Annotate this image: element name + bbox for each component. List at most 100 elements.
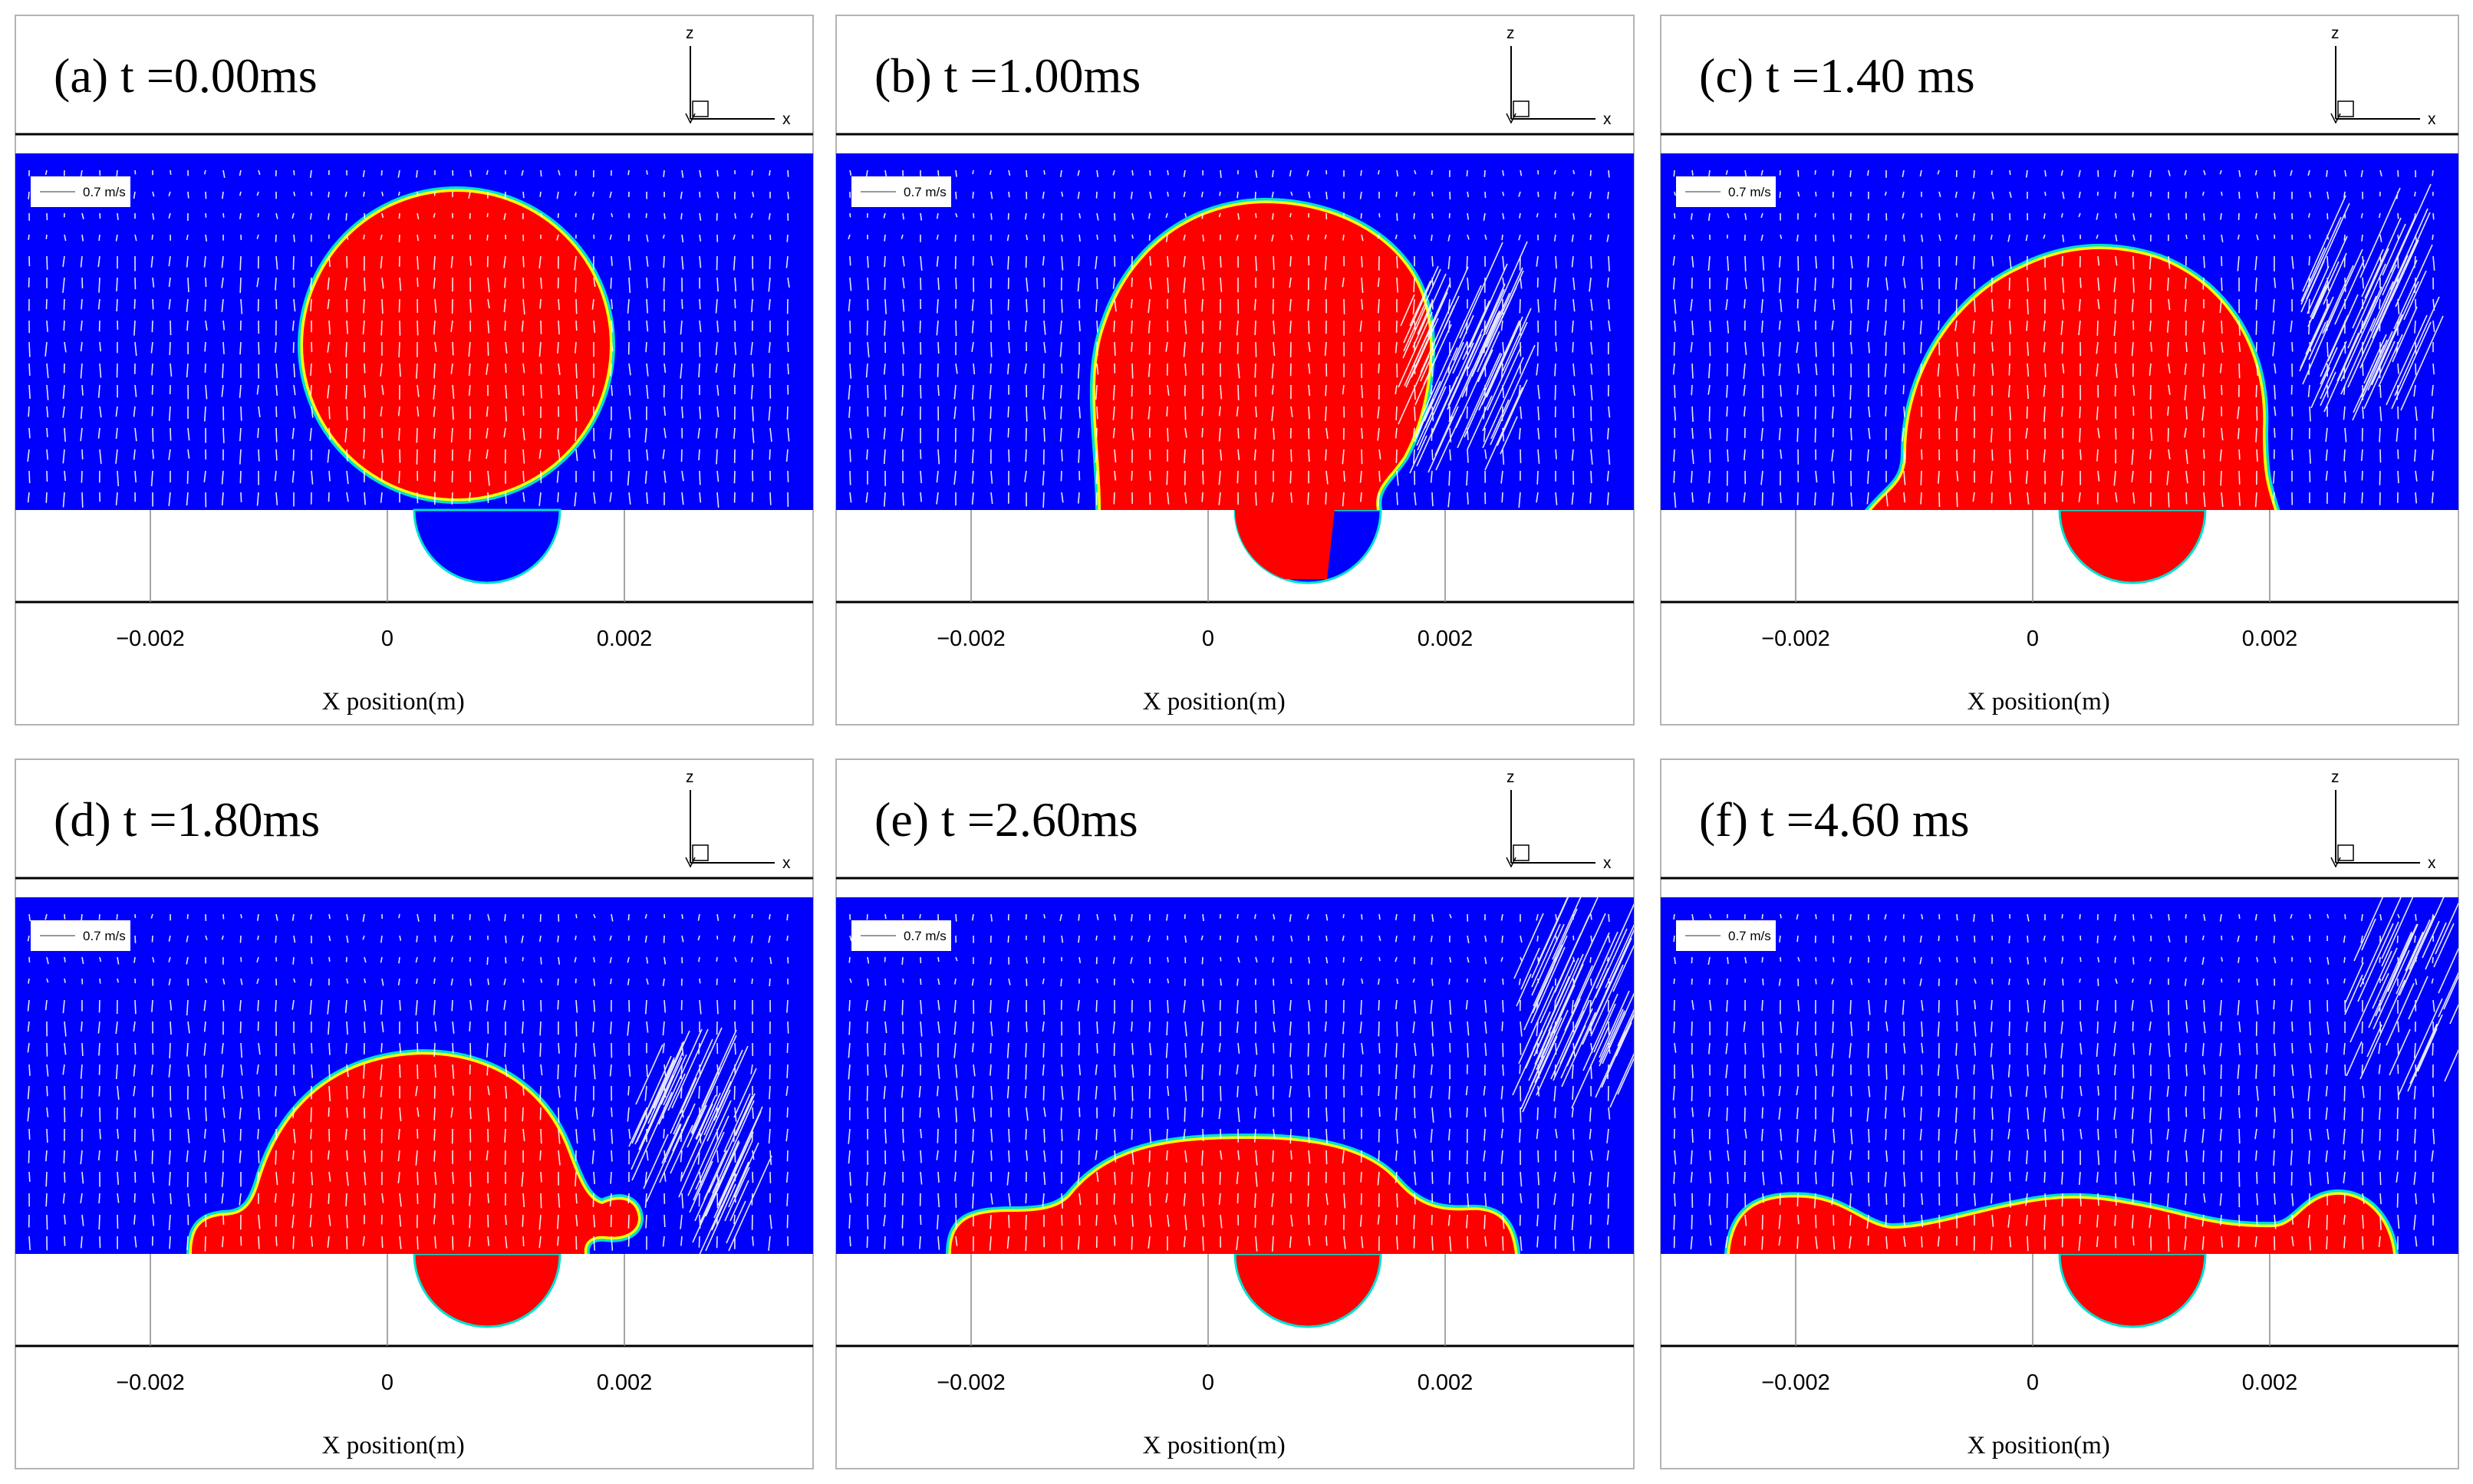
axis-triad: zx	[1506, 768, 1612, 872]
triad-z-label: z	[1507, 25, 1515, 42]
velocity-legend: 0.7 m/s	[31, 920, 130, 951]
velocity-legend: 0.7 m/s	[851, 920, 951, 951]
triad-z-label: z	[686, 25, 694, 42]
droplet	[1730, 1194, 2393, 1254]
velocity-field	[27, 913, 789, 1254]
x-tick-label: 0.002	[597, 627, 653, 651]
triad-origin-box	[692, 100, 709, 117]
droplet	[192, 1055, 638, 1254]
x-tick-label: 0	[1202, 627, 1214, 651]
triad-origin-box	[2337, 844, 2354, 861]
legend-label: 0.7 m/s	[83, 185, 126, 199]
x-tick-label: −0.002	[1761, 1370, 1830, 1395]
triad-x-label: x	[782, 854, 791, 872]
droplet-group	[186, 1048, 644, 1254]
triad-z-label: z	[2331, 25, 2340, 42]
triad-arrow-icon	[1506, 857, 1516, 868]
x-tick-label: 0	[1202, 1370, 1214, 1395]
triad-arrow-icon	[685, 113, 696, 124]
x-tick-label: 0.002	[2242, 1370, 2298, 1395]
legend-label: 0.7 m/s	[1728, 929, 1771, 943]
x-tick-label: −0.002	[116, 1370, 185, 1395]
panel-title: (a) t =0.00ms	[54, 48, 318, 103]
triad-z-label: z	[2331, 768, 2340, 786]
x-tick-label: 0.002	[2242, 627, 2298, 651]
droplet-group	[1864, 243, 2280, 510]
axis-triad: zx	[2330, 768, 2436, 872]
triad-origin-box	[2337, 100, 2354, 117]
x-tick-label: −0.002	[1761, 627, 1830, 651]
droplet-group	[1724, 1189, 2399, 1254]
substrate-cavity-filled	[1233, 1252, 1382, 1328]
velocity-vectors	[1672, 169, 2444, 508]
velocity-vectors	[27, 169, 790, 508]
velocity-legend: 0.7 m/s	[851, 176, 951, 207]
triad-origin-box	[1513, 844, 1530, 861]
x-axis-label: X position(m)	[322, 1432, 465, 1459]
x-tick-label: 0	[2027, 1370, 2039, 1395]
triad-x-label: x	[782, 110, 791, 128]
x-tick-label: 0.002	[1418, 627, 1474, 651]
x-tick-label: 0.002	[1418, 1370, 1474, 1395]
triad-x-label: x	[2428, 110, 2436, 128]
triad-z-label: z	[1507, 768, 1515, 786]
droplet	[1872, 248, 2274, 510]
velocity-field	[27, 169, 790, 508]
x-tick-label: 0.002	[597, 1370, 653, 1395]
droplet-group	[1089, 197, 1436, 510]
velocity-field	[1672, 169, 2444, 508]
triad-arrow-icon	[2330, 113, 2341, 124]
substrate-cavity-filled	[2058, 1252, 2207, 1328]
legend-label: 0.7 m/s	[83, 929, 126, 943]
x-axis-label: X position(m)	[322, 688, 465, 716]
x-tick-label: −0.002	[116, 627, 185, 651]
velocity-legend: 0.7 m/s	[31, 176, 130, 207]
panel-title: (e) t =2.60ms	[874, 792, 1138, 847]
triad-x-label: x	[2428, 854, 2436, 872]
x-tick-label: −0.002	[937, 1370, 1006, 1395]
velocity-vectors	[27, 913, 789, 1254]
x-tick-label: 0	[381, 1370, 394, 1395]
x-axis-label: X position(m)	[1968, 1432, 2110, 1459]
triad-z-label: z	[686, 768, 694, 786]
axis-triad: zx	[685, 768, 791, 872]
velocity-vectors	[848, 169, 1611, 508]
cavity-liquid	[1235, 510, 1335, 579]
legend-label: 0.7 m/s	[1728, 185, 1771, 199]
panel-title: (f) t =4.60 ms	[1699, 792, 1970, 847]
panel-title: (d) t =1.80ms	[54, 792, 320, 847]
droplet	[951, 1139, 1515, 1254]
substrate-cavity-filled	[413, 1252, 561, 1328]
velocity-legend: 0.7 m/s	[1676, 920, 1776, 951]
legend-label: 0.7 m/s	[904, 929, 947, 943]
substrate-cavity-filled	[2058, 508, 2207, 584]
triad-arrow-icon	[685, 857, 696, 868]
axis-triad: zx	[2330, 25, 2436, 128]
droplet	[1095, 203, 1431, 510]
axis-triad: zx	[1506, 25, 1612, 128]
x-tick-label: 0	[2027, 627, 2039, 651]
triad-arrow-icon	[2330, 857, 2341, 868]
substrate-cavity-bubble	[413, 508, 561, 584]
triad-origin-box	[692, 844, 709, 861]
velocity-vectors	[848, 897, 1634, 1252]
droplet	[303, 192, 610, 499]
x-tick-label: 0	[381, 627, 394, 651]
triad-x-label: x	[1603, 110, 1612, 128]
triad-origin-box	[1513, 100, 1530, 117]
x-axis-label: X position(m)	[1968, 688, 2110, 716]
velocity-field	[848, 169, 1611, 508]
legend-label: 0.7 m/s	[904, 185, 947, 199]
velocity-legend: 0.7 m/s	[1676, 176, 1776, 207]
x-tick-label: −0.002	[937, 627, 1006, 651]
axis-triad: zx	[685, 25, 791, 128]
droplet-group	[945, 1133, 1521, 1254]
velocity-field	[848, 897, 1634, 1252]
